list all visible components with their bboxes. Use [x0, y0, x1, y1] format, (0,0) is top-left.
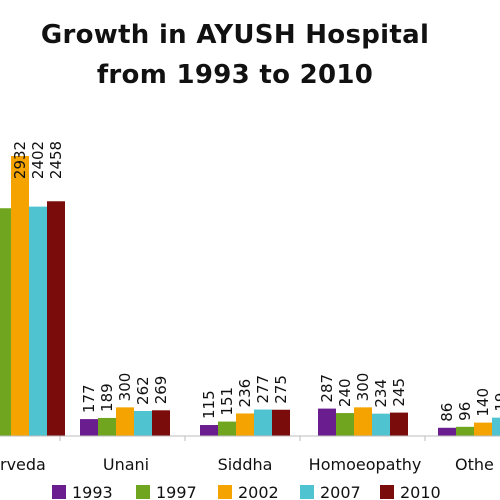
legend-label-2002: 2002 — [238, 483, 279, 500]
data-label-siddha-1997: 151 — [218, 387, 236, 416]
legend-swatch-2010 — [380, 485, 394, 499]
x-tick-label-ayurveda: rveda — [0, 455, 46, 474]
x-tick-label-homoeopathy: Homoeopathy — [309, 455, 422, 474]
data-label-homoeopathy-2010: 245 — [390, 378, 408, 407]
bar-ayurveda-1997 — [0, 208, 11, 436]
data-label-ayurveda-2010: 2458 — [47, 141, 65, 179]
bar-homoeopathy-2010 — [390, 412, 408, 436]
bars-layer — [0, 155, 500, 436]
data-label-siddha-2002: 236 — [236, 379, 254, 408]
data-label-ayurveda-2007: 2402 — [29, 141, 47, 179]
bar-unani-1993 — [80, 419, 98, 436]
bar-ayurveda-2002 — [11, 155, 29, 436]
bar-homoeopathy-1993 — [318, 408, 336, 436]
bar-ayurveda-2010 — [47, 201, 65, 436]
data-label-unani-1993: 177 — [80, 384, 98, 413]
x-tick-label-others: Othe — [455, 455, 494, 474]
chart-title-line-1: Growth in AYUSH Hospital — [40, 20, 430, 50]
data-label-siddha-2007: 277 — [254, 375, 272, 404]
data-label-siddha-2010: 275 — [272, 375, 290, 404]
data-label-unani-2010: 269 — [152, 376, 170, 405]
bar-homoeopathy-1997 — [336, 413, 354, 436]
legend-label-1997: 1997 — [156, 483, 197, 500]
x-tick-label-siddha: Siddha — [218, 455, 273, 474]
data-label-siddha-1993: 115 — [200, 390, 218, 419]
data-labels-layer: 177 115 287 86 189 151 240 96 2932 300 236 300 140 24… — [11, 141, 500, 422]
bar-others-1997 — [456, 426, 474, 436]
bar-siddha-1993 — [200, 425, 218, 436]
legend: 1993 1997 2002 2007 2010 — [52, 483, 441, 500]
bar-others-1993 — [438, 427, 456, 436]
bar-siddha-2002 — [236, 413, 254, 436]
x-tick-label-unani: Unani — [103, 455, 149, 474]
data-label-others-1993: 86 — [438, 403, 456, 422]
data-label-ayurveda-2002: 2932 — [11, 141, 29, 179]
bar-unani-2007 — [134, 410, 152, 436]
bar-siddha-2010 — [272, 409, 290, 436]
data-label-others-2007: 19 — [492, 393, 500, 412]
data-label-homoeopathy-1997: 240 — [336, 378, 354, 407]
bar-others-2002 — [474, 422, 492, 436]
data-label-unani-2002: 300 — [116, 373, 134, 402]
bar-ayurveda-2007 — [29, 206, 47, 436]
legend-swatch-1993 — [52, 485, 66, 499]
bar-unani-2010 — [152, 410, 170, 436]
bar-siddha-1997 — [218, 421, 236, 436]
bar-unani-1997 — [98, 417, 116, 436]
legend-label-1993: 1993 — [72, 483, 113, 500]
data-label-homoeopathy-2002: 300 — [354, 373, 372, 402]
chart-title-line-2: from 1993 to 2010 — [96, 60, 374, 90]
data-label-homoeopathy-2007: 234 — [372, 379, 390, 408]
legend-label-2007: 2007 — [320, 483, 361, 500]
bar-unani-2002 — [116, 407, 134, 436]
bar-homoeopathy-2007 — [372, 413, 390, 436]
bar-others-2007 — [492, 417, 500, 436]
data-label-homoeopathy-1993: 287 — [318, 374, 336, 403]
data-label-others-2002: 140 — [474, 388, 492, 417]
x-tick-layer: rveda Unani Siddha Homoeopathy Othe — [0, 436, 494, 474]
legend-swatch-2002 — [218, 485, 232, 499]
legend-label-2010: 2010 — [400, 483, 441, 500]
data-label-others-1997: 96 — [456, 402, 474, 421]
bar-siddha-2007 — [254, 409, 272, 436]
data-label-unani-2007: 262 — [134, 376, 152, 405]
legend-swatch-1997 — [136, 485, 150, 499]
data-label-unani-1997: 189 — [98, 383, 116, 412]
bar-homoeopathy-2002 — [354, 407, 372, 436]
legend-swatch-2007 — [300, 485, 314, 499]
